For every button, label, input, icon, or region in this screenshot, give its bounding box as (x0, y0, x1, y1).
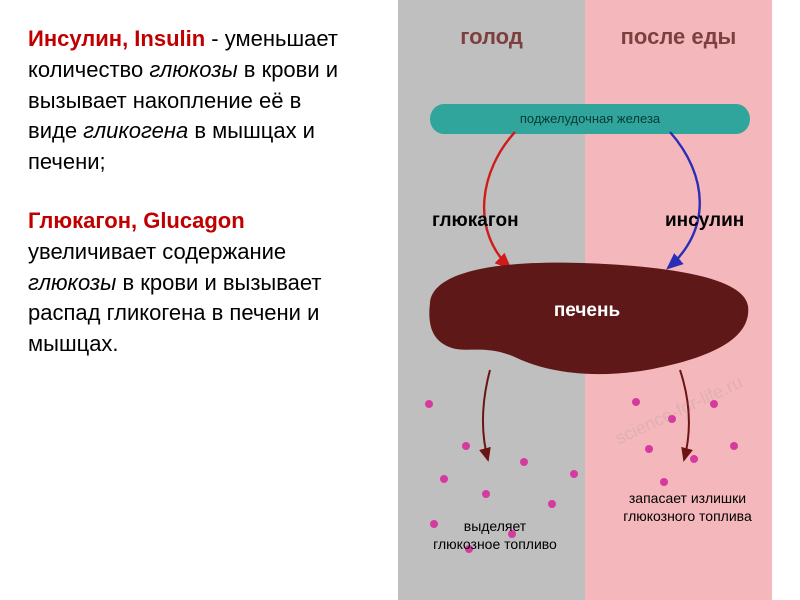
glucose-dot (548, 500, 556, 508)
p2-body-a: увеличивает содержание (28, 239, 286, 264)
bl-right-l2: глюкозного топлива (623, 508, 751, 524)
bl-right-l1: запасает излишки (629, 490, 746, 506)
header-hunger: голод (398, 24, 585, 50)
p2-em1: глюкозы (28, 270, 116, 295)
diagram-panel: голод после еды поджелудочная железа глю… (370, 0, 800, 600)
glucose-dot (520, 458, 528, 466)
bl-left-l1: выделяет (464, 518, 526, 534)
bottom-label-right: запасает излишки глюкозного топлива (600, 490, 775, 525)
pancreas-label: поджелудочная железа (520, 111, 660, 127)
glucose-dot (482, 490, 490, 498)
bl-left-l2: глюкозное топливо (433, 536, 557, 552)
glucose-dot (710, 400, 718, 408)
liver: печень (422, 258, 752, 378)
glucose-dot (668, 415, 676, 423)
bottom-label-left: выделяет глюкозное топливо (410, 518, 580, 553)
p1-em1: глюкозы (149, 57, 237, 82)
paragraph-insulin: Инсулин, Insulin - уменьшает количество … (28, 24, 350, 178)
glucose-dot (690, 455, 698, 463)
insulin-title: Инсулин, Insulin (28, 26, 205, 51)
liver-label: печень (422, 300, 752, 322)
pancreas: поджелудочная железа (430, 104, 750, 134)
glucose-dot (632, 398, 640, 406)
insulin-label: инсулин (665, 210, 744, 232)
header-after-eating: после еды (585, 24, 772, 50)
glucagon-label: глюкагон (432, 210, 519, 232)
glucose-dot (730, 442, 738, 450)
glucose-dot (660, 478, 668, 486)
glucagon-title: Глюкагон, Glucagon (28, 208, 245, 233)
glucose-dot (425, 400, 433, 408)
glucose-dot (645, 445, 653, 453)
text-panel: Инсулин, Insulin - уменьшает количество … (0, 0, 370, 600)
glucose-dot (570, 470, 578, 478)
glucose-dot (462, 442, 470, 450)
glucose-dot (440, 475, 448, 483)
paragraph-glucagon: Глюкагон, Glucagon увеличивает содержани… (28, 206, 350, 360)
p1-em2: гликогена (83, 118, 188, 143)
